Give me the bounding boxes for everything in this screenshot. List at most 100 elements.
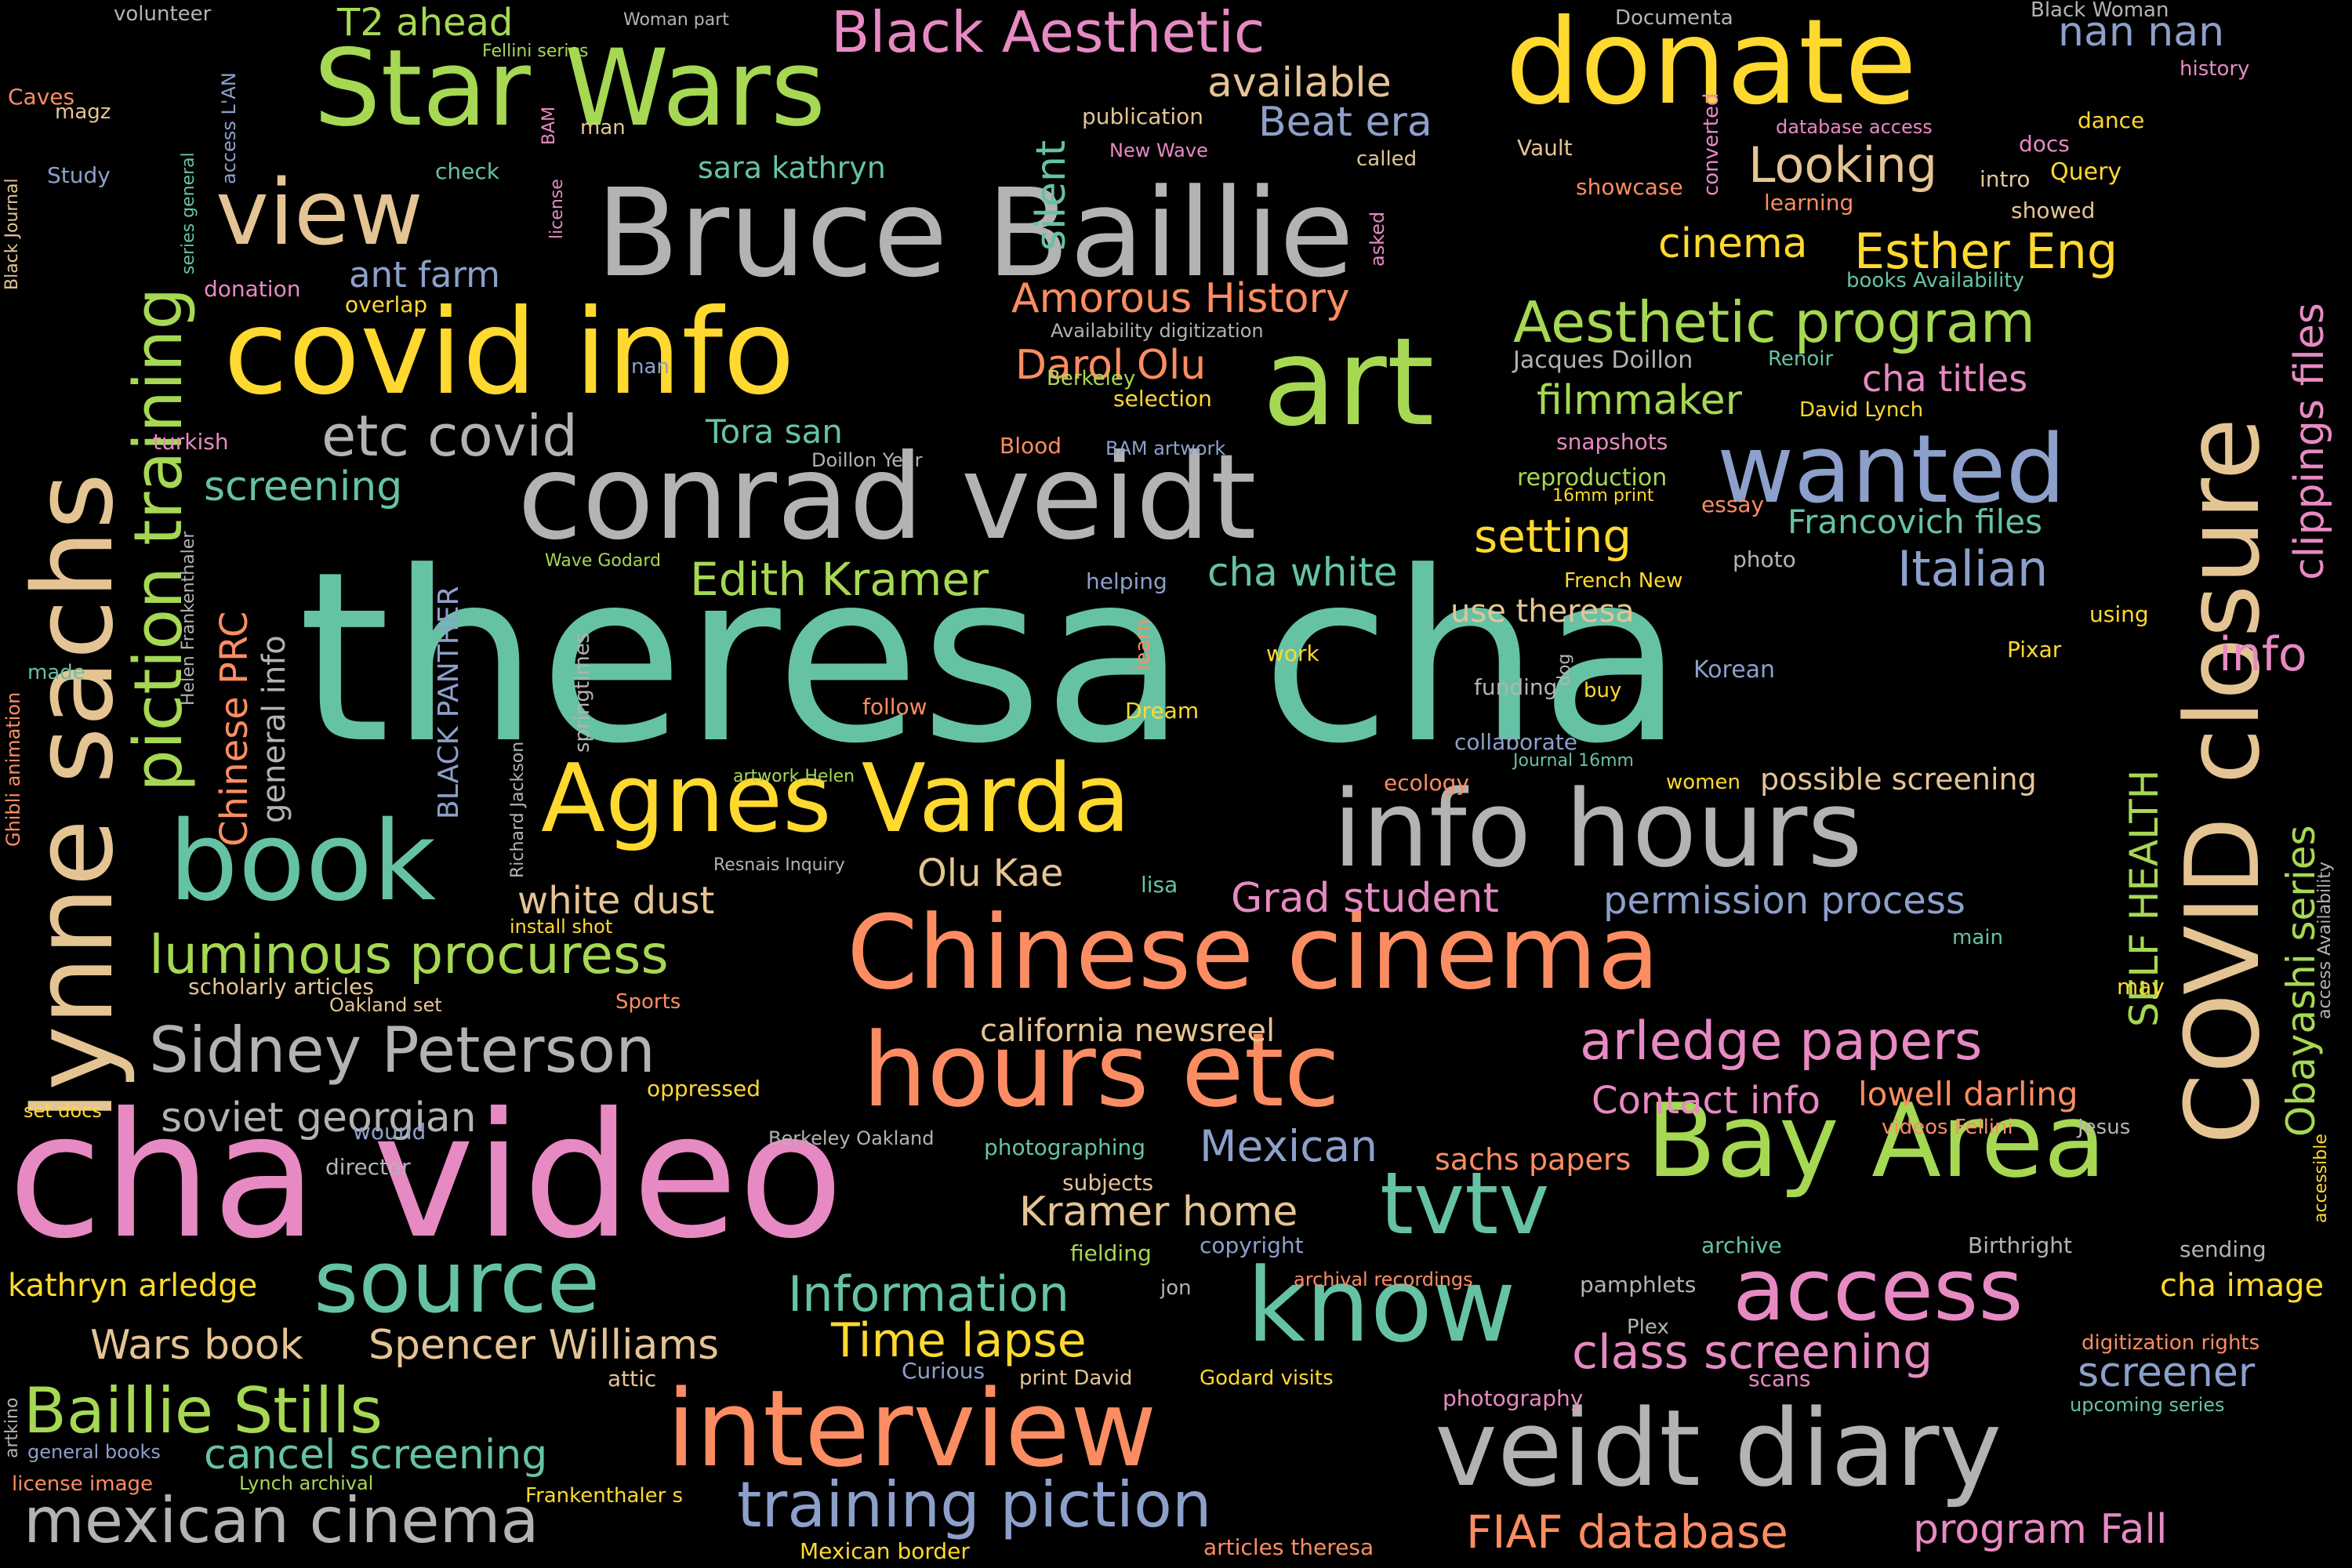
word-nan-nan: nan nan bbox=[2058, 9, 2225, 56]
word-mexican: Mexican bbox=[1200, 1121, 1377, 1171]
word-woman-part: Woman part bbox=[623, 10, 729, 30]
word-covid-closure: COVID closure bbox=[2163, 417, 2282, 1145]
word-soviet-georgian: soviet georgian bbox=[161, 1094, 477, 1142]
word-scans: scans bbox=[1748, 1366, 1811, 1392]
word-wave-godard: Wave Godard bbox=[545, 551, 661, 571]
word-artwork-helen: artwork Helen bbox=[733, 767, 855, 786]
word-nan: nan bbox=[631, 355, 670, 379]
word-jacques-doillon: Jacques Doillon bbox=[1513, 347, 1693, 374]
word-fielding: fielding bbox=[1070, 1240, 1152, 1266]
word-covid-info: covid info bbox=[223, 285, 795, 421]
word-fiaf-database: FIAF database bbox=[1466, 1505, 1788, 1559]
word-helping: helping bbox=[1086, 568, 1167, 594]
word-general-books: general books bbox=[27, 1441, 161, 1463]
word-documenta: Documenta bbox=[1615, 6, 1733, 30]
word-godard-visits: Godard visits bbox=[1200, 1367, 1334, 1390]
word-tvtv: tvtv bbox=[1380, 1153, 1550, 1254]
word-french-new: French New bbox=[1564, 569, 1683, 593]
word-director: director bbox=[325, 1154, 411, 1180]
word-hours-etc: hours etc bbox=[862, 1011, 1341, 1130]
word-history: history bbox=[2180, 57, 2250, 81]
word-white-dust: white dust bbox=[517, 879, 715, 923]
word-set-docs: set docs bbox=[24, 1100, 102, 1122]
word-called: called bbox=[1356, 147, 1417, 171]
word-time-lapse: Time lapse bbox=[831, 1313, 1087, 1368]
word-photography: photography bbox=[1443, 1385, 1584, 1411]
word-cha-image: cha image bbox=[2160, 1268, 2325, 1304]
word-doillon-year: Doillon Year bbox=[811, 449, 923, 471]
word-overlap: overlap bbox=[345, 292, 428, 318]
word-korean: Korean bbox=[1693, 656, 1776, 684]
word-amorous-history: Amorous History bbox=[1011, 275, 1350, 322]
word-lynne-sachs: lynne sachs bbox=[10, 472, 138, 1121]
word-intro: intro bbox=[1980, 166, 2031, 192]
word-turkish: turkish bbox=[153, 429, 229, 455]
word-access-availability: access Availability bbox=[2315, 861, 2335, 1019]
word-artkino: artkino bbox=[2, 1397, 22, 1458]
word-spencer-williams: Spencer Williams bbox=[368, 1322, 720, 1369]
word-jesus: Jesus bbox=[2078, 1116, 2131, 1139]
word-edith-kramer: Edith Kramer bbox=[690, 553, 989, 606]
word-vault: Vault bbox=[1517, 135, 1573, 161]
word-photo: photo bbox=[1733, 546, 1796, 572]
word-main: main bbox=[1952, 926, 2003, 949]
word-book: book bbox=[169, 798, 437, 926]
word-luminous-procuress: luminous procuress bbox=[149, 924, 669, 986]
word-archival-recordings: archival recordings bbox=[1294, 1269, 1473, 1290]
word-collaborate: collaborate bbox=[1454, 729, 1578, 755]
word-general-info: general info bbox=[256, 635, 292, 823]
word-ant-farm: ant farm bbox=[349, 254, 501, 296]
word-silent: silent bbox=[1028, 140, 1075, 251]
word-publication: publication bbox=[1082, 103, 1204, 129]
word-frankenthaler-s: Frankenthaler s bbox=[525, 1484, 684, 1508]
word-donate: donate bbox=[1505, 0, 1918, 131]
word-learning: learning bbox=[1764, 190, 1854, 216]
word-grad-student: Grad student bbox=[1231, 875, 1499, 922]
word-sports: Sports bbox=[615, 990, 681, 1014]
word-lisa: lisa bbox=[1141, 872, 1178, 898]
word-access: access bbox=[1733, 1240, 2024, 1340]
word-ecology: ecology bbox=[1384, 770, 1470, 796]
word-upcoming-series: upcoming series bbox=[2070, 1394, 2225, 1416]
word-info-small: info bbox=[2219, 627, 2307, 682]
word-italian: Italian bbox=[1897, 540, 2049, 597]
word-bam-artwork: BAM artwork bbox=[1105, 437, 1226, 459]
word-program-fall: program Fall bbox=[1913, 1506, 2168, 1553]
word-clippings-files: clippings files bbox=[2286, 303, 2333, 580]
word-print-david: print David bbox=[1019, 1367, 1133, 1390]
word-access-lan: access L'AN bbox=[218, 72, 240, 184]
word-pamphlets: pamphlets bbox=[1580, 1272, 1697, 1298]
word-kathryn-arledge: kathryn arledge bbox=[8, 1268, 258, 1304]
word-jon: jon bbox=[1160, 1276, 1192, 1300]
word-information: Information bbox=[788, 1265, 1069, 1323]
word-kramer-home: Kramer home bbox=[1019, 1189, 1298, 1236]
word-permission-process: permission process bbox=[1603, 879, 1965, 923]
word-bruce-baillie: Bruce Baillie bbox=[596, 162, 1355, 304]
word-aesthetic-program: Aesthetic program bbox=[1513, 289, 2035, 355]
word-arledge-papers: arledge papers bbox=[1580, 1011, 1983, 1073]
word-asked: asked bbox=[1367, 211, 1388, 267]
word-bay-area: Bay Area bbox=[1646, 1081, 2107, 1200]
word-source: source bbox=[314, 1232, 601, 1332]
word-screener: screener bbox=[2078, 1349, 2256, 1396]
word-veidt-diary: veidt diary bbox=[1435, 1387, 2002, 1510]
word-learn: learn bbox=[1131, 619, 1155, 670]
word-essay: essay bbox=[1701, 492, 1765, 517]
word-francovich-files: Francovich files bbox=[1788, 503, 2042, 541]
word-cha-video: cha video bbox=[8, 1076, 844, 1276]
word-photographing: photographing bbox=[984, 1134, 1146, 1160]
word-know: know bbox=[1247, 1246, 1516, 1365]
word-interview: interview bbox=[666, 1367, 1157, 1490]
word-chinese-cinema: Chinese cinema bbox=[847, 893, 1660, 1012]
word-query: Query bbox=[2050, 158, 2122, 186]
word-wanted: wanted bbox=[1717, 416, 2066, 524]
word-setting: setting bbox=[1474, 510, 1632, 563]
word-dance: dance bbox=[2078, 107, 2145, 133]
word-lowell-darling: lowell darling bbox=[1858, 1075, 2078, 1113]
word-volunteer: volunteer bbox=[114, 2, 212, 26]
word-sara-kathryn: sara kathryn bbox=[698, 151, 886, 185]
word-snapshots: snapshots bbox=[1556, 429, 1668, 455]
word-follow: follow bbox=[862, 694, 927, 720]
word-using: using bbox=[2089, 601, 2149, 627]
word-black-journal: Black Journal bbox=[2, 178, 22, 290]
